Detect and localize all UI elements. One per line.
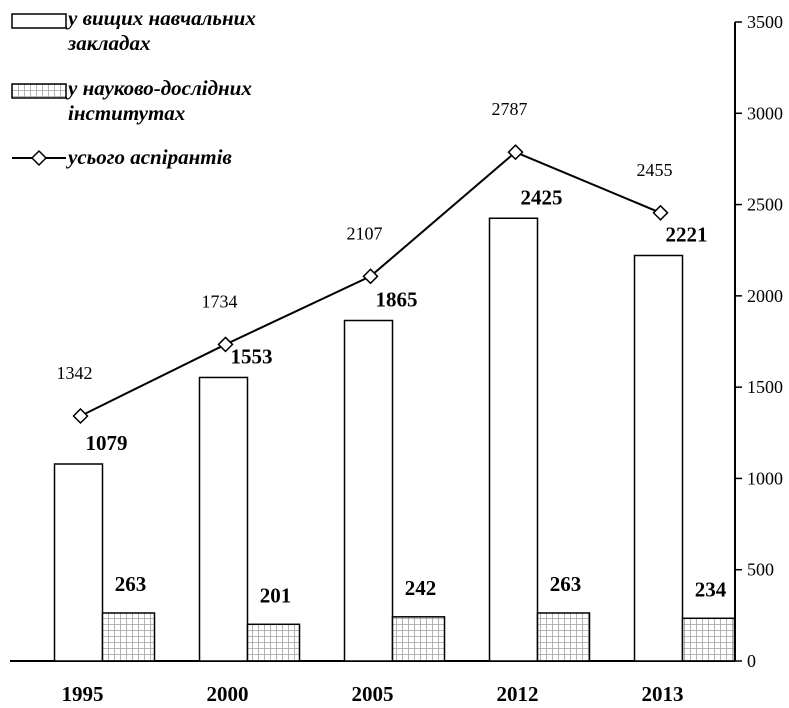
bar-value-label: 1865 bbox=[376, 288, 418, 312]
y-tick-label: 2500 bbox=[747, 195, 783, 215]
bar-value-label: 1079 bbox=[86, 431, 128, 455]
legend-label: у вищих навчальних закладах bbox=[68, 6, 256, 55]
legend-label: усього аспірантів bbox=[68, 145, 232, 169]
y-tick-label: 2000 bbox=[747, 286, 783, 306]
y-tick-label: 3500 bbox=[747, 12, 783, 32]
bar bbox=[391, 616, 446, 662]
y-tick-label: 0 bbox=[747, 651, 756, 671]
bar bbox=[101, 612, 156, 662]
bar bbox=[53, 463, 104, 662]
line-value-label: 1342 bbox=[57, 363, 93, 383]
line-value-label: 2107 bbox=[347, 223, 383, 243]
line-value-label: 1734 bbox=[202, 291, 238, 311]
x-tick-label: 2000 bbox=[207, 682, 249, 706]
y-tick-label: 500 bbox=[747, 560, 774, 580]
line-value-label: 2455 bbox=[637, 160, 673, 180]
bar bbox=[633, 254, 684, 662]
line-marker bbox=[507, 144, 524, 161]
bar-value-label: 263 bbox=[550, 572, 582, 596]
bar bbox=[343, 319, 394, 662]
legend-marker bbox=[30, 149, 48, 167]
legend-swatch bbox=[11, 13, 67, 29]
line-value-label: 2787 bbox=[492, 99, 528, 119]
bar bbox=[488, 217, 539, 662]
bar bbox=[246, 623, 301, 662]
bar-value-label: 2425 bbox=[521, 185, 563, 209]
y-tick-label: 1500 bbox=[747, 377, 783, 397]
x-tick-label: 2013 bbox=[642, 682, 684, 706]
legend-swatch bbox=[11, 83, 67, 99]
bar-value-label: 2221 bbox=[666, 223, 708, 247]
y-tick-label: 3000 bbox=[747, 103, 783, 123]
x-tick-label: 1995 bbox=[62, 682, 104, 706]
bar bbox=[198, 376, 249, 662]
legend-label: у науково-дослідних інститутах bbox=[68, 76, 252, 125]
bar-value-label: 242 bbox=[405, 576, 437, 600]
line-marker bbox=[362, 268, 379, 285]
bar-value-label: 263 bbox=[115, 572, 147, 596]
bar-value-label: 201 bbox=[260, 583, 292, 607]
x-tick-label: 2005 bbox=[352, 682, 394, 706]
bar bbox=[681, 617, 736, 662]
bar-value-label: 234 bbox=[695, 577, 727, 601]
line-marker bbox=[217, 336, 234, 353]
y-tick-label: 1000 bbox=[747, 468, 783, 488]
line-marker bbox=[652, 204, 669, 221]
line-marker bbox=[72, 407, 89, 425]
x-tick-label: 2012 bbox=[497, 682, 539, 706]
bar-value-label: 1553 bbox=[231, 344, 273, 368]
bar bbox=[536, 612, 591, 662]
